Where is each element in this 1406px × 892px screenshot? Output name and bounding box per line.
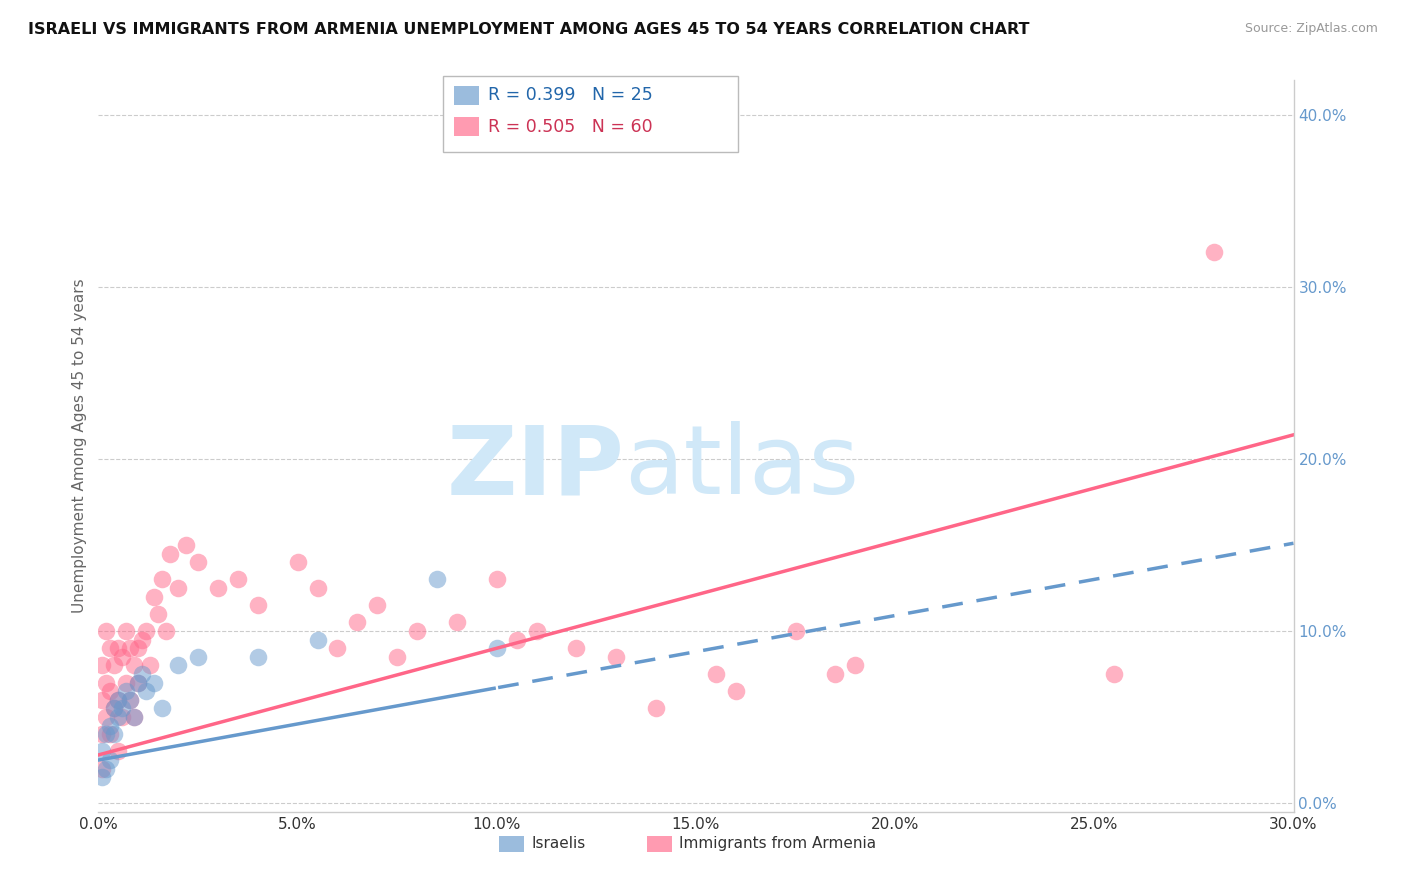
Point	[103, 658, 125, 673]
Point	[91, 762, 114, 776]
Text: atlas: atlas	[624, 421, 859, 515]
Point	[91, 744, 114, 758]
Point	[167, 581, 190, 595]
Point	[446, 615, 468, 630]
Point	[167, 658, 190, 673]
Point	[143, 590, 166, 604]
Point	[135, 684, 157, 698]
Point	[150, 573, 173, 587]
Point	[107, 744, 129, 758]
Point	[91, 658, 114, 673]
Point	[148, 607, 170, 621]
Point	[115, 675, 138, 690]
Point	[307, 581, 329, 595]
Point	[124, 658, 146, 673]
Text: R = 0.399   N = 25: R = 0.399 N = 25	[488, 87, 652, 104]
Point	[120, 641, 142, 656]
Point	[98, 727, 122, 741]
Point	[127, 675, 149, 690]
Point	[346, 615, 368, 630]
Point	[98, 684, 122, 698]
Point	[385, 649, 409, 664]
Point	[96, 762, 118, 776]
Point	[131, 632, 153, 647]
Point	[120, 693, 142, 707]
Point	[91, 727, 114, 741]
Point	[785, 624, 807, 638]
Point	[426, 573, 449, 587]
Point	[96, 624, 118, 638]
Point	[120, 693, 142, 707]
Point	[159, 547, 181, 561]
Point	[115, 684, 138, 698]
Point	[506, 632, 529, 647]
Y-axis label: Unemployment Among Ages 45 to 54 years: Unemployment Among Ages 45 to 54 years	[72, 278, 87, 614]
Point	[135, 624, 157, 638]
Point	[307, 632, 329, 647]
Point	[124, 710, 146, 724]
Point	[1104, 667, 1126, 681]
Point	[326, 641, 349, 656]
Point	[645, 701, 668, 715]
Point	[127, 675, 149, 690]
Point	[107, 641, 129, 656]
Point	[526, 624, 548, 638]
Text: ISRAELI VS IMMIGRANTS FROM ARMENIA UNEMPLOYMENT AMONG AGES 45 TO 54 YEARS CORREL: ISRAELI VS IMMIGRANTS FROM ARMENIA UNEMP…	[28, 22, 1029, 37]
Point	[605, 649, 627, 664]
Text: Source: ZipAtlas.com: Source: ZipAtlas.com	[1244, 22, 1378, 36]
Point	[485, 573, 508, 587]
Point	[98, 719, 122, 733]
Point	[1202, 245, 1225, 260]
Point	[366, 598, 388, 612]
Point	[115, 624, 138, 638]
Point	[187, 649, 209, 664]
Point	[98, 641, 122, 656]
Point	[111, 649, 134, 664]
Point	[724, 684, 747, 698]
Point	[844, 658, 866, 673]
Point	[155, 624, 177, 638]
Point	[226, 573, 249, 587]
Text: R = 0.505   N = 60: R = 0.505 N = 60	[488, 118, 652, 136]
Point	[103, 701, 125, 715]
Point	[91, 693, 114, 707]
Point	[406, 624, 429, 638]
Point	[485, 641, 508, 656]
Point	[103, 701, 125, 715]
Text: Immigrants from Armenia: Immigrants from Armenia	[679, 837, 876, 851]
Text: ZIP: ZIP	[446, 421, 624, 515]
Point	[96, 727, 118, 741]
Point	[103, 727, 125, 741]
Point	[143, 675, 166, 690]
Point	[824, 667, 846, 681]
Point	[96, 675, 118, 690]
Point	[246, 598, 269, 612]
Point	[174, 538, 197, 552]
Point	[111, 701, 134, 715]
Point	[107, 693, 129, 707]
Point	[124, 710, 146, 724]
Point	[565, 641, 588, 656]
Point	[207, 581, 229, 595]
Point	[287, 555, 309, 569]
Point	[131, 667, 153, 681]
Point	[111, 710, 134, 724]
Point	[704, 667, 727, 681]
Point	[98, 753, 122, 767]
Point	[127, 641, 149, 656]
Text: Israelis: Israelis	[531, 837, 586, 851]
Point	[107, 710, 129, 724]
Point	[107, 693, 129, 707]
Point	[150, 701, 173, 715]
Point	[246, 649, 269, 664]
Point	[187, 555, 209, 569]
Point	[139, 658, 162, 673]
Point	[96, 710, 118, 724]
Point	[91, 770, 114, 784]
